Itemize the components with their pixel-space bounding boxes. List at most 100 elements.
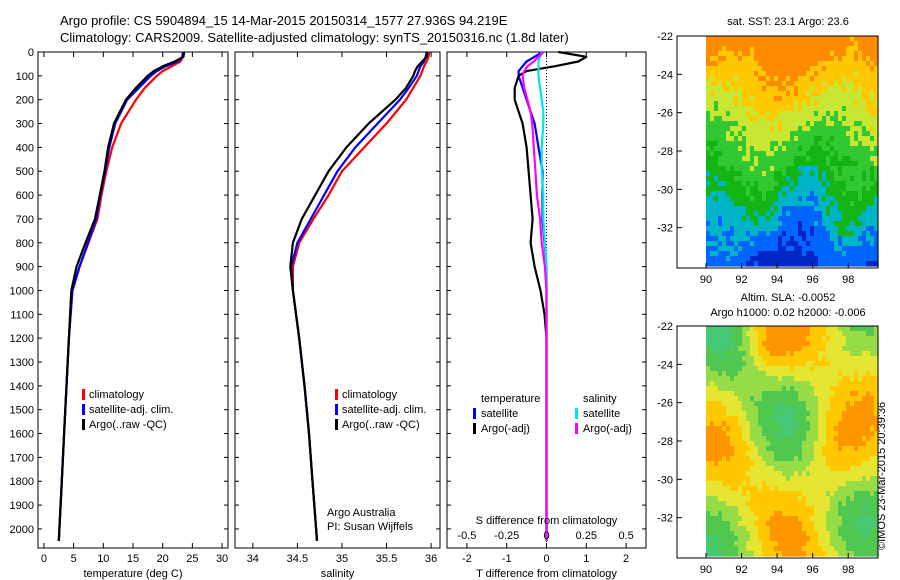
sla-map-cell [822, 396, 827, 402]
sst-map-cell [766, 161, 771, 167]
sla-map-cell [754, 356, 759, 362]
sla-map-cell [782, 441, 787, 447]
sla-map-cell [754, 416, 759, 422]
sst-map-cell [710, 216, 715, 222]
sst-map-cell [726, 211, 731, 217]
sla-map-cell [826, 386, 831, 392]
sst-map-cell [862, 56, 867, 62]
sst-map-cell [766, 241, 771, 247]
sst-map-cell [834, 61, 839, 67]
sla-map-cell [858, 386, 863, 392]
sst-map-cell [834, 56, 839, 62]
sla-map-cell [714, 451, 719, 457]
sst-map-cell [778, 61, 783, 67]
sla-map-cell [790, 431, 795, 437]
sla-map-cell [802, 416, 807, 422]
sla-map-cell [734, 481, 739, 487]
sst-map-cell [850, 191, 855, 197]
sla-map-cell [806, 411, 811, 417]
sst-map-cell [774, 181, 779, 187]
sst-map-cell [766, 126, 771, 132]
sla-map-cell [870, 406, 875, 412]
sla-map-cell [778, 471, 783, 477]
sla-map-cell [810, 516, 815, 522]
sla-map-cell [710, 386, 715, 392]
sst-map-cell [822, 151, 827, 157]
sla-map-cell [786, 481, 791, 487]
sla-map-cell [842, 426, 847, 432]
sla-map-cell [874, 506, 879, 512]
sst-map-cell [738, 256, 743, 262]
sla-map-cell [758, 441, 763, 447]
depth-tick-label: 1900 [10, 500, 34, 512]
sst-map-cell [870, 121, 875, 127]
sst-map-cell [758, 91, 763, 97]
sla-map-cell [858, 376, 863, 382]
sst-map-cell [826, 251, 831, 257]
sla-map-cell [802, 531, 807, 537]
sst-map-cell [754, 211, 759, 217]
sla-map-cell [802, 441, 807, 447]
sst-map-cell [866, 216, 871, 222]
sst-map-cell [722, 91, 727, 97]
sst-map-cell [870, 111, 875, 117]
sla-map-cell [742, 411, 747, 417]
salinity-legend-label: satellite-adj. clim. [342, 404, 426, 416]
sst-map-cell [762, 261, 767, 267]
sla-map-cell [822, 466, 827, 472]
sst-map-cell [782, 261, 787, 267]
sla-map-cell [738, 491, 743, 497]
sst-map-cell [726, 36, 731, 42]
sst-map-cell [746, 141, 751, 147]
sla-map-cell [826, 391, 831, 397]
sla-map-cell [754, 426, 759, 432]
sst-map-cell [842, 46, 847, 52]
sla-map-cell [874, 361, 879, 367]
sst-map-cell [826, 81, 831, 87]
sla-map-cell [778, 511, 783, 517]
sst-map-cell [798, 151, 803, 157]
sst-map-cell [854, 101, 859, 107]
sla-map-cell [742, 396, 747, 402]
sst-map-cell [710, 246, 715, 252]
sla-map-cell [826, 416, 831, 422]
sst-map-cell [742, 241, 747, 247]
sla-map-cell [838, 551, 843, 557]
sla-map-cell [794, 456, 799, 462]
sla-map-cell [874, 471, 879, 477]
sla-map-cell [706, 371, 711, 377]
sst-map-cell [810, 171, 815, 177]
sla-map-cell [858, 401, 863, 407]
sla-map-cell [850, 356, 855, 362]
sla-map-cell [758, 446, 763, 452]
sst-map-cell [806, 156, 811, 162]
sla-map-cell [866, 386, 871, 392]
sla-map-cell [790, 516, 795, 522]
sst-map-cell [706, 61, 711, 67]
sla-map-cell [786, 496, 791, 502]
sla-map-cell [834, 541, 839, 547]
sla-map-cell [734, 426, 739, 432]
sla-map-cell [874, 351, 879, 357]
sla-map-cell [778, 416, 783, 422]
sla-map-cell [730, 376, 735, 382]
sst-map-cell [810, 71, 815, 77]
sla-map-cell [826, 526, 831, 532]
sla-map-cell [758, 491, 763, 497]
sst-map-cell [846, 156, 851, 162]
sla-map-cell [818, 376, 823, 382]
sst-map-cell [834, 241, 839, 247]
sla-map-cell [714, 381, 719, 387]
sst-map-cell [826, 221, 831, 227]
sst-map-cell [778, 241, 783, 247]
sla-map-cell [754, 491, 759, 497]
sst-map-cell [826, 166, 831, 172]
sst-map-cell [766, 41, 771, 47]
sst-map-cell [770, 236, 775, 242]
sla-map-cell [734, 361, 739, 367]
sst-map-cell [802, 131, 807, 137]
sst-map-cell [786, 156, 791, 162]
sst-map-cell [770, 186, 775, 192]
sla-map-cell [790, 381, 795, 387]
sst-map-cell [842, 86, 847, 92]
